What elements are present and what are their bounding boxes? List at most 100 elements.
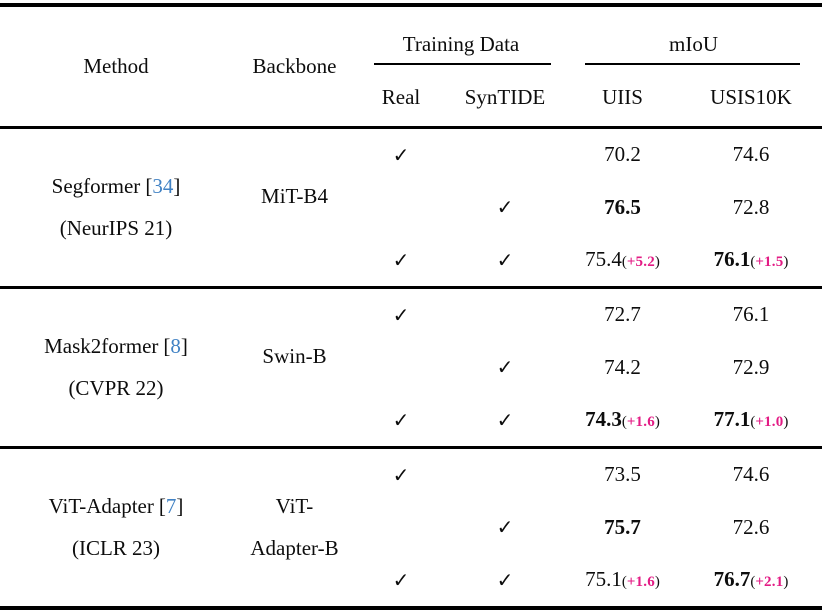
backbone-name: ViT-	[275, 493, 314, 518]
syntide-checkmark: ✓	[496, 515, 514, 540]
usis10k-value: 74.6	[732, 462, 770, 487]
usis10k-value: 72.8	[732, 194, 770, 219]
backbone-cell: MiT-B4	[232, 129, 357, 287]
delta-value: +1.6	[626, 574, 655, 591]
column-header-backbone: Backbone	[252, 54, 337, 78]
real-checkmark: ✓	[392, 247, 410, 272]
section-separator-rule	[0, 446, 822, 449]
uiis-value: 72.7	[604, 302, 641, 327]
usis10k-value-cell: 76.1	[680, 302, 822, 327]
syntide-checkmark: ✓	[496, 567, 514, 592]
delta-paren-open: (	[750, 574, 756, 591]
real-checkmark: ✓	[392, 302, 410, 327]
citation-bracket-open: [	[158, 493, 166, 518]
usis10k-value-cell: 74.6	[680, 142, 822, 167]
uiis-value: 74.2	[604, 354, 641, 379]
delta-annotation: (+1.6)	[622, 567, 660, 591]
uiis-value-cell: 74.2	[565, 355, 680, 380]
citation-number-link[interactable]: 8	[170, 333, 181, 358]
delta-value: +1.0	[755, 414, 784, 431]
delta-annotation: (+2.1)	[750, 567, 788, 591]
uiis-value: 75.1	[585, 567, 622, 592]
uiis-value-cell: 75.1(+1.6)	[565, 567, 680, 592]
backbone-cell: ViT- Adapter-B	[232, 449, 357, 607]
uiis-value: 75.7	[604, 514, 641, 539]
syntide-checkmark: ✓	[496, 355, 514, 380]
real-checkmark: ✓	[392, 567, 410, 592]
method-venue: (CVPR 22)	[68, 375, 164, 400]
delta-paren-close: )	[783, 414, 789, 431]
section-separator-rule	[0, 286, 822, 289]
real-checkmark: ✓	[392, 462, 410, 487]
delta-paren-close: )	[783, 574, 789, 591]
delta-paren-open: (	[621, 254, 627, 271]
uiis-value: 74.3	[585, 407, 622, 432]
citation-bracket-close: ]	[176, 493, 184, 518]
uiis-value: 73.5	[604, 462, 641, 487]
method-cell: Mask2former [8] (CVPR 22)	[0, 289, 232, 447]
table-section-segformer: Segformer [34] (NeurIPS 21) MiT-B4 ✓ 70.2…	[0, 129, 822, 287]
uiis-value: 75.4	[585, 247, 622, 272]
citation: [8]	[163, 334, 188, 358]
uiis-value-cell: 72.7	[565, 302, 680, 327]
usis10k-value-cell: 74.6	[680, 462, 822, 487]
citation: [7]	[159, 494, 184, 518]
uiis-value: 76.5	[604, 194, 641, 219]
backbone-name: MiT-B4	[261, 184, 328, 209]
method-cell: ViT-Adapter [7] (ICLR 23)	[0, 449, 232, 607]
column-header-syntide: SynTIDE	[464, 85, 546, 109]
citation: [34]	[145, 174, 180, 198]
usis10k-value: 76.1	[732, 302, 770, 327]
usis10k-value-cell: 77.1(+1.0)	[680, 407, 822, 432]
uiis-value-cell: 73.5	[565, 462, 680, 487]
delta-paren-close: )	[654, 414, 660, 431]
usis10k-value-cell: 76.7(+2.1)	[680, 567, 822, 592]
uiis-value-cell: 74.3(+1.6)	[565, 407, 680, 432]
citation-bracket-close: ]	[173, 173, 181, 198]
backbone-name: Swin-B	[262, 344, 327, 369]
delta-paren-open: (	[750, 414, 756, 431]
table-bottom-rule	[0, 606, 822, 610]
method-name-line: Mask2former [8]	[44, 334, 188, 358]
citation-number-link[interactable]: 7	[165, 493, 177, 518]
citation-number-link[interactable]: 34	[152, 173, 174, 198]
uiis-value: 70.2	[604, 142, 641, 167]
uiis-value-cell: 70.2	[565, 142, 680, 167]
delta-paren-open: (	[621, 574, 627, 591]
syntide-checkmark: ✓	[496, 195, 514, 220]
table-section-vit-adapter: ViT-Adapter [7] (ICLR 23) ViT- Adapter-B …	[0, 449, 822, 607]
syntide-checkmark: ✓	[496, 247, 514, 272]
usis10k-value: 76.7	[713, 567, 751, 592]
backbone-name-line2: Adapter-B	[250, 535, 339, 560]
delta-paren-open: (	[621, 414, 627, 431]
delta-paren-close: )	[654, 254, 660, 271]
real-checkmark: ✓	[392, 407, 410, 432]
usis10k-value: 76.1	[713, 247, 751, 272]
uiis-value-cell: 75.4(+5.2)	[565, 247, 680, 272]
delta-value: +2.1	[755, 574, 784, 591]
delta-annotation: (+1.6)	[622, 407, 660, 431]
usis10k-value: 77.1	[713, 407, 751, 432]
uiis-value-cell: 75.7	[565, 515, 680, 540]
delta-annotation: (+5.2)	[622, 247, 660, 271]
method-name-line: Segformer [34]	[51, 173, 181, 198]
column-header-real: Real	[381, 85, 421, 109]
method-venue: (ICLR 23)	[71, 535, 161, 560]
backbone-cell: Swin-B	[232, 289, 357, 447]
delta-paren-open: (	[750, 254, 756, 271]
citation-bracket-open: [	[145, 173, 153, 198]
uiis-value-cell: 76.5	[565, 195, 680, 220]
table-top-rule	[0, 3, 822, 7]
method-name-line: ViT-Adapter [7]	[49, 494, 184, 518]
table-section-mask2former: Mask2former [8] (CVPR 22) Swin-B ✓ 72.7 7…	[0, 289, 822, 447]
delta-value: +1.6	[626, 414, 655, 431]
method-name: Segformer	[51, 173, 141, 198]
column-group-training-data: Training Data	[402, 32, 520, 56]
table-header: Method Backbone Training Data mIoU Real …	[0, 7, 822, 126]
delta-annotation: (+1.0)	[750, 407, 788, 431]
column-header-method: Method	[83, 54, 149, 78]
method-venue: (NeurIPS 21)	[59, 215, 173, 240]
citation-bracket-open: [	[163, 333, 171, 358]
usis10k-value-cell: 76.1(+1.5)	[680, 247, 822, 272]
